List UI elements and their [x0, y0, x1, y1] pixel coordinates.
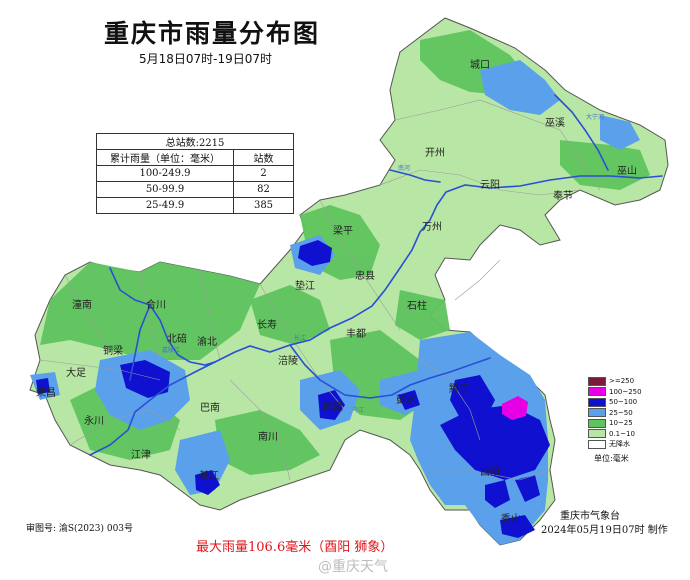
legend-item: 10~25 — [588, 418, 642, 429]
rain-50-100-areas — [36, 240, 550, 538]
district-label-yongchuan: 永川 — [84, 416, 104, 427]
district-label-zhongxian: 忠县 — [355, 271, 375, 282]
legend-swatch — [588, 408, 606, 418]
agency-name: 重庆市气象台 — [560, 511, 620, 522]
total-stations: 总站数:2215 — [96, 133, 294, 150]
river-label-wu: 乌江 — [352, 407, 365, 414]
district-label-tongliang: 铜梁 — [103, 346, 123, 357]
district-label-pengshui: 彭水 — [396, 395, 416, 406]
range-cell: 25-49.9 — [96, 197, 234, 214]
daning-river — [554, 94, 609, 171]
district-label-banan: 巴南 — [200, 403, 220, 414]
district-label-xiushan: 秀山 — [501, 514, 521, 525]
legend-item: 0.1~10 — [588, 429, 642, 440]
range-cell: 100-249.9 — [96, 165, 234, 182]
rainfall-legend: >=250 100~250 50~100 25~50 10~25 0.1~10 … — [588, 376, 642, 464]
table-row: 50-99.9 82 — [96, 181, 294, 198]
stats-column-row: 累计雨量（单位：毫米） 站数 — [96, 149, 294, 166]
stats-header-row: 总站数:2215 — [96, 133, 294, 150]
district-label-wanzhou: 万州 — [422, 222, 442, 233]
legend-label: 50~100 — [609, 398, 638, 407]
district-label-chengkou: 城口 — [470, 60, 490, 71]
district-label-jiangjin: 江津 — [131, 450, 151, 461]
district-label-wuxi: 巫溪 — [545, 118, 565, 129]
legend-item: 25~50 — [588, 408, 642, 419]
station-stats-table: 总站数:2215 累计雨量（单位：毫米） 站数 100-249.9 2 50-9… — [96, 133, 294, 214]
district-label-fengjie: 奉节 — [553, 191, 573, 202]
legend-item: 50~100 — [588, 397, 642, 408]
watermark: @重庆天气 — [318, 559, 388, 575]
legend-swatch — [588, 418, 606, 428]
table-row: 25-49.9 385 — [96, 197, 294, 214]
legend-swatch — [588, 376, 606, 386]
legend-unit: 单位:毫米 — [594, 453, 629, 463]
legend-label: 0.1~10 — [609, 429, 635, 438]
district-label-fengdu: 丰都 — [346, 329, 366, 340]
river-label-nan: 南河 — [398, 165, 411, 172]
legend-swatch — [588, 439, 606, 449]
district-label-changshou: 长寿 — [257, 320, 277, 331]
range-cell: 50-99.9 — [96, 181, 234, 198]
count-cell: 82 — [233, 181, 294, 198]
fujiang-river — [129, 304, 151, 381]
district-label-qijiang: 綦江 — [199, 471, 219, 482]
district-label-yunyang: 云阳 — [480, 180, 500, 191]
district-label-dianjiang: 垫江 — [295, 281, 315, 292]
district-label-rongchang: 荣昌 — [36, 388, 56, 399]
col-range-header: 累计雨量（单位：毫米） — [96, 149, 234, 166]
legend-swatch — [588, 429, 606, 439]
nan-river — [389, 169, 441, 183]
yangtze-river — [89, 175, 663, 456]
district-label-hechuan: 合川 — [146, 300, 166, 311]
col-count-header: 站数 — [233, 149, 294, 166]
max-rainfall-note: 最大雨量106.6毫米（酉阳 狮象） — [196, 540, 394, 555]
count-cell: 385 — [233, 197, 294, 214]
made-time: 2024年05月19日07时 制作 — [541, 525, 668, 536]
legend-item: 100~250 — [588, 387, 642, 398]
legend-label: >=250 — [609, 377, 635, 386]
map-subtitle: 5月18日07时-19日07时 — [139, 52, 273, 66]
jialing-river — [109, 267, 216, 366]
district-label-shizhu: 石柱 — [407, 301, 427, 312]
table-row: 100-249.9 2 — [96, 165, 294, 182]
rain-100-250-area — [502, 396, 528, 420]
legend-item: >=250 — [588, 376, 642, 387]
map-title: 重庆市雨量分布图 — [104, 19, 321, 48]
district-boundaries — [39, 99, 601, 481]
district-label-liangping: 梁平 — [333, 226, 353, 237]
river-label-jialing: 嘉陵江 — [162, 347, 181, 354]
district-label-tongnan: 潼南 — [72, 300, 92, 311]
legend-swatch — [588, 387, 606, 397]
count-cell: 2 — [233, 165, 294, 182]
district-label-wushan: 巫山 — [617, 166, 637, 177]
legend-item: 无降水 — [588, 439, 642, 450]
legend-label: 100~250 — [609, 387, 642, 396]
legend-swatch — [588, 397, 606, 407]
district-label-youyang: 酉阳 — [480, 467, 500, 478]
district-label-wulong: 武隆 — [323, 402, 343, 413]
legend-label: 无降水 — [609, 440, 630, 449]
district-label-dazu: 大足 — [66, 368, 86, 379]
district-label-yubei: 渝北 — [197, 337, 217, 348]
map-approval-number: 审图号: 渝S(2023) 003号 — [26, 524, 134, 534]
wu-river — [289, 344, 491, 399]
legend-label: 25~50 — [609, 408, 633, 417]
river-label-daning: 大宁河 — [586, 114, 605, 121]
district-label-fuling: 涪陵 — [278, 356, 298, 367]
legend-label: 10~25 — [609, 419, 633, 428]
district-label-kaizhou: 开州 — [425, 148, 445, 159]
rivers — [89, 94, 663, 456]
district-label-qianjiang: 黔江 — [449, 384, 469, 395]
district-label-nanchuan: 南川 — [258, 432, 278, 443]
river-label-yangtze: 长江 — [294, 335, 307, 342]
district-label-beibei: 北碚 — [167, 334, 187, 345]
